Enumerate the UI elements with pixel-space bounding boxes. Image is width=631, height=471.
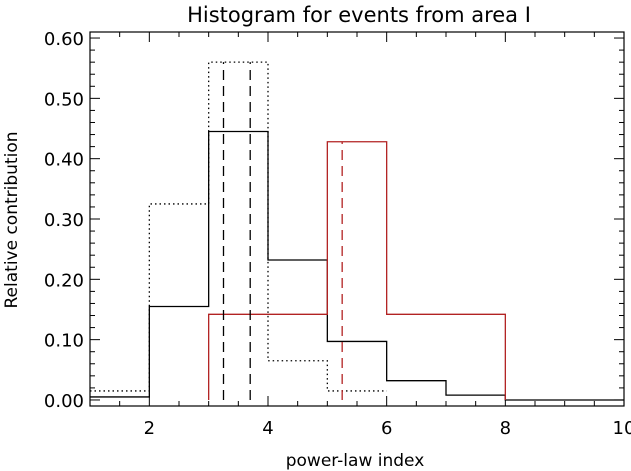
y-tick-label: 0.00 <box>44 391 84 412</box>
y-tick-label: 0.50 <box>44 89 84 110</box>
histogram-series-3 <box>208 141 506 400</box>
chart-title: Histogram for events from area I <box>187 3 531 27</box>
y-axis-title: Relative contribution <box>2 132 22 309</box>
plot-frame <box>89 31 625 407</box>
x-axis-title: power-law index <box>286 451 425 471</box>
histogram-series-1 <box>90 130 624 401</box>
x-tick-label: 8 <box>500 418 511 439</box>
plot-area: 2 4 6 8 10 0.00 0.10 0.20 0.30 0.40 0.50 0.60 <box>44 29 631 439</box>
histogram-series-2 <box>90 61 387 392</box>
x-tick-label: 10 <box>613 418 631 439</box>
x-tick-label: 2 <box>144 418 155 439</box>
x-tick-label: 6 <box>381 418 392 439</box>
y-tick-label: 0.40 <box>44 150 84 171</box>
y-tick-label: 0.30 <box>44 210 84 231</box>
y-tick-label: 0.10 <box>44 331 84 352</box>
x-tick-label: 4 <box>262 418 273 439</box>
y-tick-label: 0.20 <box>44 270 84 291</box>
y-tick-label: 0.60 <box>44 29 84 50</box>
